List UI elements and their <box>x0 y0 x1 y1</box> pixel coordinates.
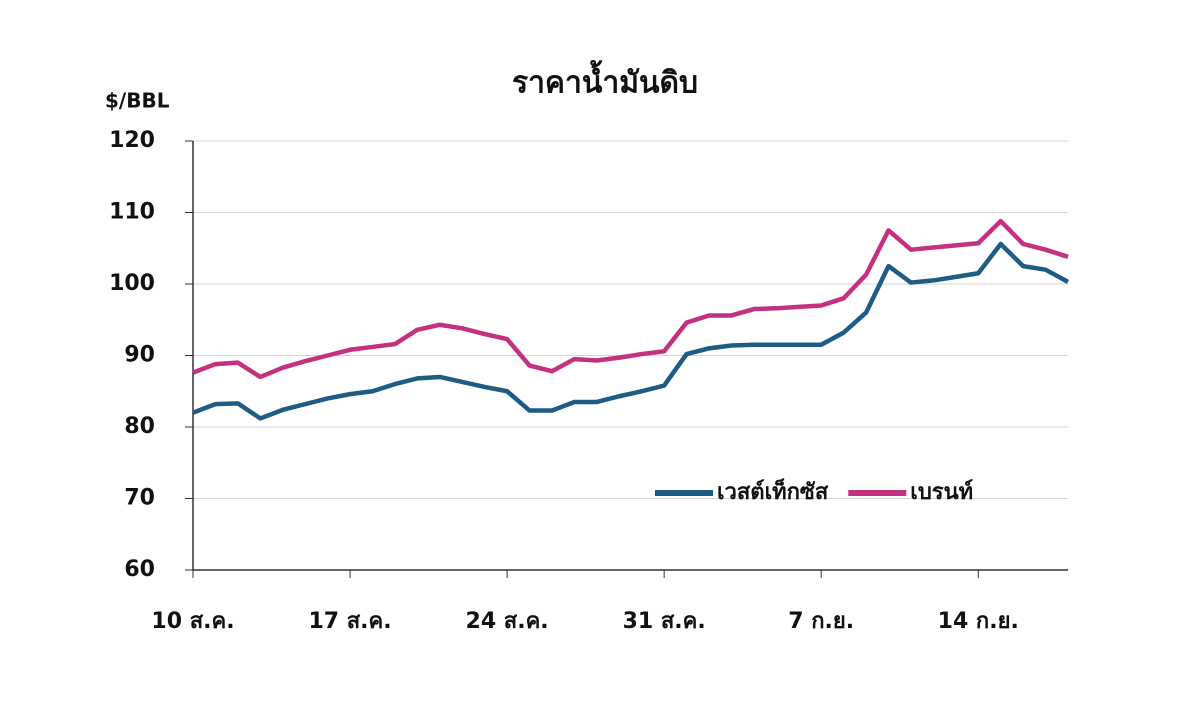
y-tick-label: 110 <box>109 200 155 225</box>
y-tick-label: 60 <box>124 557 155 582</box>
x-tick-label: 24 ส.ค. <box>466 609 549 634</box>
y-tick-label: 120 <box>109 128 155 153</box>
y-tick-label: 80 <box>124 414 155 439</box>
x-tick-label: 10 ส.ค. <box>151 609 234 634</box>
series-line <box>192 218 1069 380</box>
chart-title: ราคาน้ำมันดิบ <box>512 60 698 101</box>
y-tick-label: 100 <box>109 271 155 296</box>
series-line <box>192 241 1070 421</box>
y-tick-label: 90 <box>124 343 155 368</box>
legend-label: เวสต์เท็กซัส <box>717 477 829 505</box>
y-axis-label: $/BBL <box>105 89 170 113</box>
x-tick-label: 14 ก.ย. <box>938 609 1019 634</box>
x-tick-label: 17 ส.ค. <box>308 609 391 634</box>
x-tick-label: 7 ก.ย. <box>788 609 854 634</box>
y-tick-label: 70 <box>124 486 155 511</box>
legend-label: เบรนท์ <box>910 479 973 505</box>
x-tick-label: 31 ส.ค. <box>623 609 706 634</box>
